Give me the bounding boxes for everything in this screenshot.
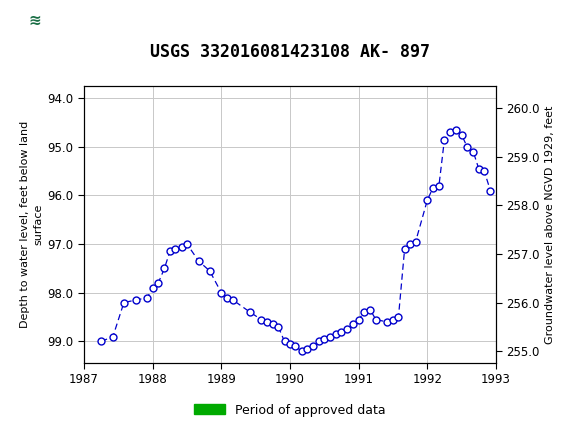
- Y-axis label: Groundwater level above NGVD 1929, feet: Groundwater level above NGVD 1929, feet: [545, 105, 556, 344]
- Bar: [6, 3, 64, 37]
- Legend: Period of approved data: Period of approved data: [189, 399, 391, 421]
- Text: USGS: USGS: [72, 12, 128, 29]
- Text: USGS 332016081423108 AK- 897: USGS 332016081423108 AK- 897: [150, 43, 430, 61]
- Text: ≋: ≋: [28, 13, 41, 28]
- Y-axis label: Depth to water level, feet below land
surface: Depth to water level, feet below land su…: [20, 121, 44, 328]
